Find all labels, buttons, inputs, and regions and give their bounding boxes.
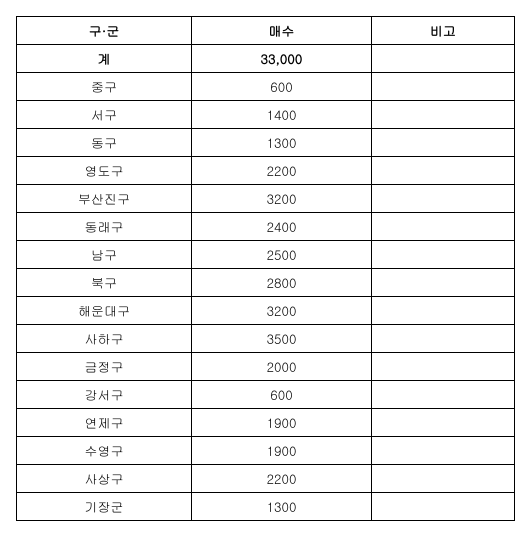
cell-note	[372, 465, 515, 493]
table-row: 사하구3500	[17, 325, 515, 353]
cell-district: 서구	[17, 101, 192, 129]
header-note: 비고	[372, 17, 515, 45]
table-row: 사상구2200	[17, 465, 515, 493]
cell-count: 600	[192, 73, 372, 101]
cell-district: 중구	[17, 73, 192, 101]
cell-count: 1300	[192, 493, 372, 521]
cell-count: 2500	[192, 241, 372, 269]
cell-note	[372, 409, 515, 437]
cell-district: 해운대구	[17, 297, 192, 325]
cell-district: 사하구	[17, 325, 192, 353]
cell-note	[372, 493, 515, 521]
header-count: 매수	[192, 17, 372, 45]
table-row: 해운대구3200	[17, 297, 515, 325]
cell-count: 1900	[192, 409, 372, 437]
cell-note	[372, 129, 515, 157]
header-district: 구·군	[17, 17, 192, 45]
table-row: 수영구1900	[17, 437, 515, 465]
cell-note	[372, 269, 515, 297]
cell-count: 2200	[192, 157, 372, 185]
total-district: 계	[17, 45, 192, 73]
cell-note	[372, 241, 515, 269]
total-row: 계 33,000	[17, 45, 515, 73]
table-row: 강서구600	[17, 381, 515, 409]
table-row: 부산진구3200	[17, 185, 515, 213]
table-row: 기장군1300	[17, 493, 515, 521]
cell-note	[372, 213, 515, 241]
cell-district: 북구	[17, 269, 192, 297]
cell-count: 2800	[192, 269, 372, 297]
cell-note	[372, 381, 515, 409]
cell-count: 3200	[192, 185, 372, 213]
cell-count: 2400	[192, 213, 372, 241]
table-row: 동래구2400	[17, 213, 515, 241]
cell-district: 남구	[17, 241, 192, 269]
table-body: 계 33,000 중구600서구1400동구1300영도구2200부산진구320…	[17, 45, 515, 521]
cell-district: 동래구	[17, 213, 192, 241]
cell-note	[372, 185, 515, 213]
table-row: 영도구2200	[17, 157, 515, 185]
cell-count: 1300	[192, 129, 372, 157]
cell-count: 1900	[192, 437, 372, 465]
cell-note	[372, 157, 515, 185]
cell-note	[372, 101, 515, 129]
cell-district: 영도구	[17, 157, 192, 185]
table-row: 동구1300	[17, 129, 515, 157]
header-row: 구·군 매수 비고	[17, 17, 515, 45]
cell-district: 부산진구	[17, 185, 192, 213]
cell-note	[372, 297, 515, 325]
table-row: 금정구2000	[17, 353, 515, 381]
district-table: 구·군 매수 비고 계 33,000 중구600서구1400동구1300영도구2…	[16, 16, 515, 521]
cell-district: 연제구	[17, 409, 192, 437]
cell-note	[372, 73, 515, 101]
cell-count: 1400	[192, 101, 372, 129]
cell-count: 2000	[192, 353, 372, 381]
total-note	[372, 45, 515, 73]
table-row: 서구1400	[17, 101, 515, 129]
cell-district: 수영구	[17, 437, 192, 465]
cell-count: 3500	[192, 325, 372, 353]
table-row: 북구2800	[17, 269, 515, 297]
cell-district: 기장군	[17, 493, 192, 521]
cell-district: 금정구	[17, 353, 192, 381]
table-row: 중구600	[17, 73, 515, 101]
cell-count: 2200	[192, 465, 372, 493]
cell-count: 600	[192, 381, 372, 409]
cell-note	[372, 353, 515, 381]
cell-count: 3200	[192, 297, 372, 325]
cell-district: 동구	[17, 129, 192, 157]
cell-district: 사상구	[17, 465, 192, 493]
cell-note	[372, 437, 515, 465]
cell-district: 강서구	[17, 381, 192, 409]
table-row: 연제구1900	[17, 409, 515, 437]
total-count: 33,000	[192, 45, 372, 73]
table-row: 남구2500	[17, 241, 515, 269]
cell-note	[372, 325, 515, 353]
